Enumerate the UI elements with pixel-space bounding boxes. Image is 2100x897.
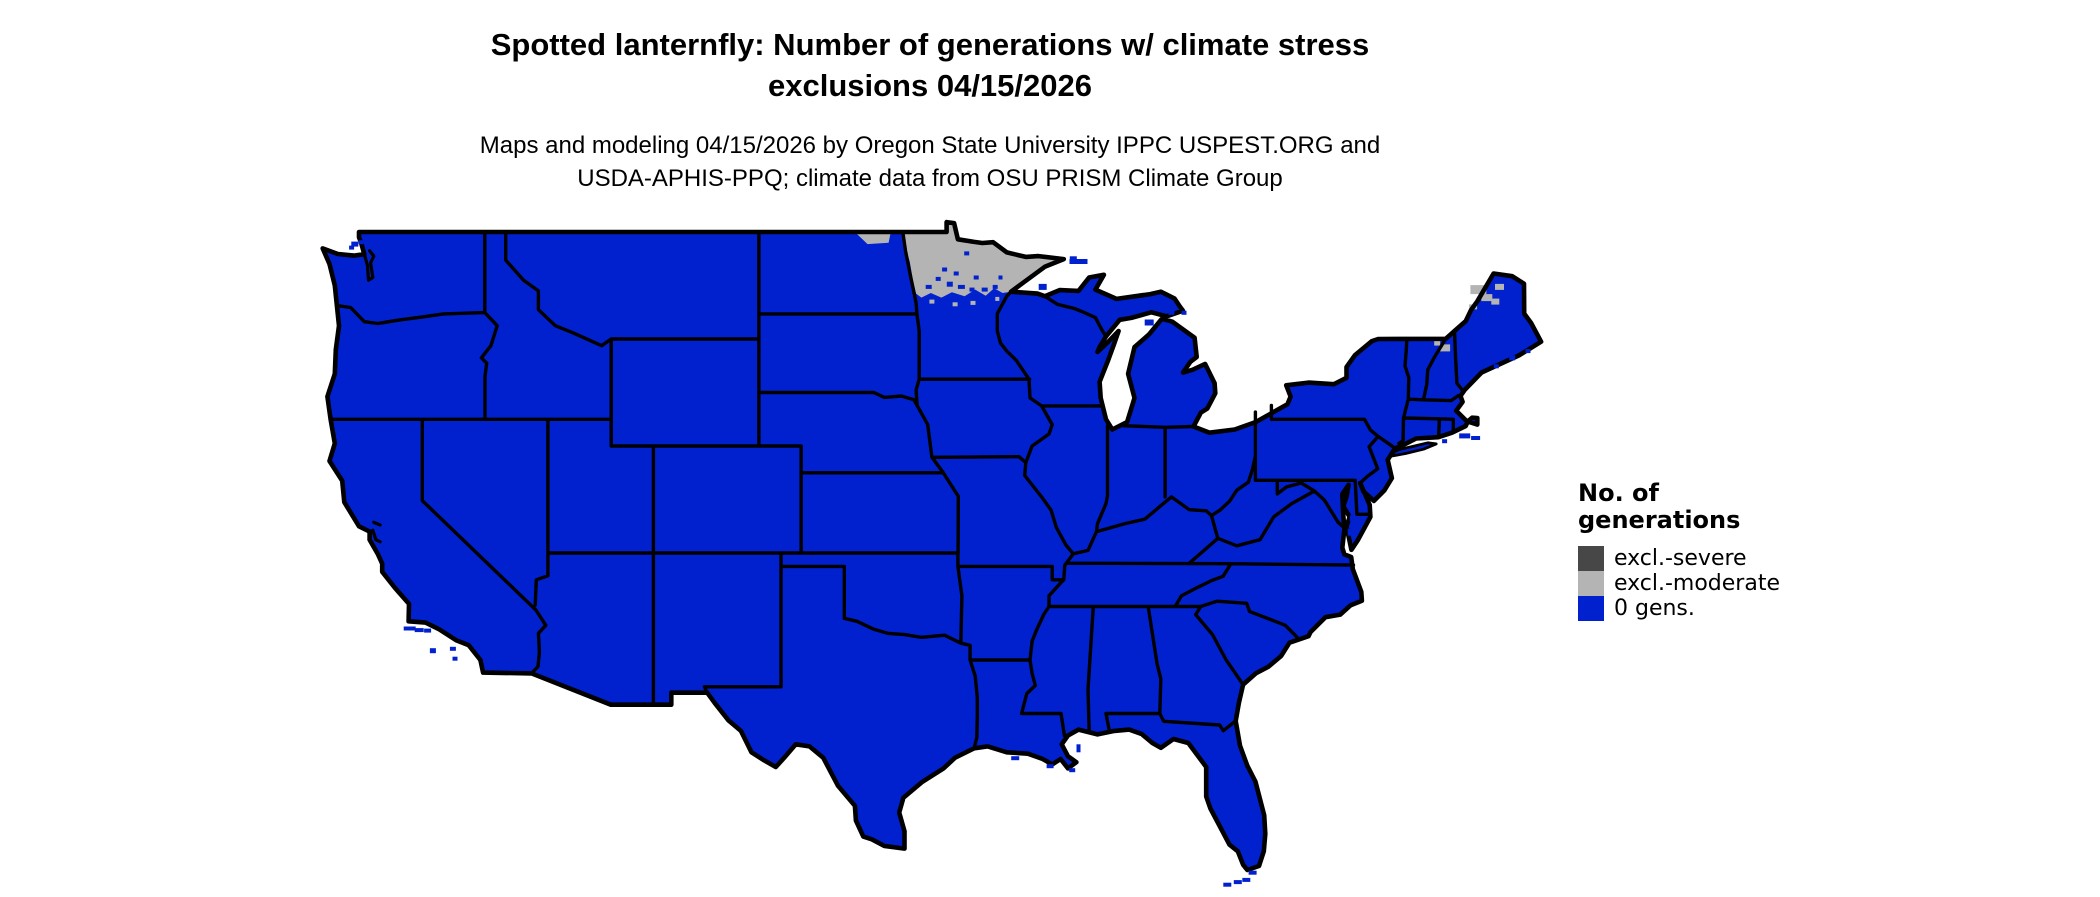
- map-region-excl-moderate-minnesota: [903, 222, 1064, 298]
- map-region-excl-moderate-north-dakota: [854, 232, 891, 245]
- page-subtitle: Maps and modeling 04/15/2026 by Oregon S…: [0, 129, 1860, 195]
- page-subtitle-line-2: USDA-APHIS-PPQ; climate data from OSU PR…: [577, 165, 1283, 192]
- legend: No. of generations excl.-severe excl.-mo…: [1578, 480, 1780, 621]
- legend-swatch-0-gens: [1578, 596, 1604, 621]
- header: Spotted lanternfly: Number of generation…: [0, 24, 1860, 195]
- legend-label-excl-severe: excl.-severe: [1614, 546, 1747, 571]
- map-state-borders: [328, 230, 1465, 750]
- page-title-line-1: Spotted lanternfly: Number of generation…: [490, 27, 1370, 62]
- page-subtitle-line-1: Maps and modeling 04/15/2026 by Oregon S…: [479, 132, 1381, 159]
- legend-items: excl.-severe excl.-moderate 0 gens.: [1578, 546, 1780, 621]
- map-speckles-blue-in-gray: [925, 251, 1003, 292]
- legend-item-excl-moderate: excl.-moderate: [1578, 571, 1780, 596]
- legend-swatch-excl-severe: [1578, 546, 1604, 571]
- map-island-specks: [349, 240, 1531, 887]
- map-water-features: [362, 249, 382, 544]
- map-coastline-border: [320, 219, 1544, 873]
- legend-item-excl-severe: excl.-severe: [1578, 546, 1780, 571]
- legend-title-line-2: generations: [1578, 506, 1741, 534]
- legend-label-excl-moderate: excl.-moderate: [1614, 571, 1780, 596]
- page-title-line-2: exclusions 04/15/2026: [767, 68, 1092, 103]
- legend-item-0-gens: 0 gens.: [1578, 596, 1780, 621]
- legend-title-line-1: No. of: [1578, 479, 1659, 507]
- legend-label-0-gens: 0 gens.: [1614, 596, 1695, 621]
- legend-swatch-excl-moderate: [1578, 571, 1604, 596]
- map-region-conus-0-gens: [322, 222, 1542, 871]
